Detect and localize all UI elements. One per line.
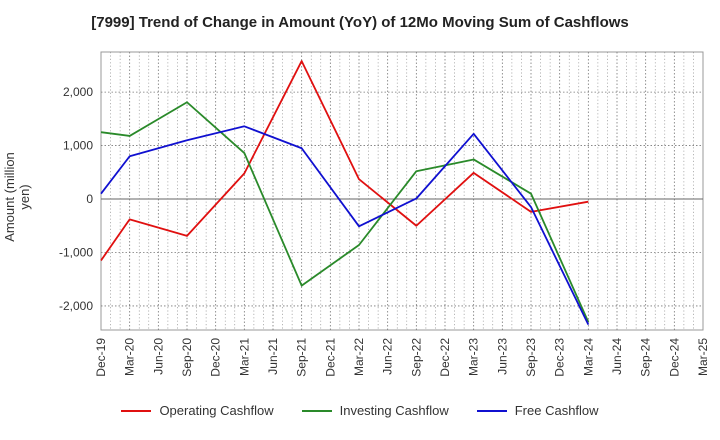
y-tick-label: -1,000 [59, 245, 93, 259]
x-tick-label: Dec-22 [438, 338, 452, 377]
x-tick-label: Sep-22 [409, 338, 423, 377]
legend-swatch [121, 409, 152, 412]
x-tick-label: Mar-25 [696, 338, 710, 376]
x-tick-label: Sep-24 [639, 338, 653, 377]
x-tick-label: Jun-20 [151, 338, 165, 375]
y-tick-label: 0 [86, 192, 93, 206]
x-tick-label: Mar-24 [581, 338, 595, 376]
legend-label: Investing Cashflow [339, 403, 449, 418]
y-tick-label: 2,000 [63, 85, 93, 99]
legend-item: Free Cashflow [476, 403, 599, 418]
y-tick-label: -2,000 [59, 299, 93, 313]
x-tick-label: Dec-19 [94, 338, 108, 377]
chart-title: [7999] Trend of Change in Amount (YoY) o… [91, 14, 629, 31]
legend-item: Investing Cashflow [301, 403, 449, 418]
legend-label: Operating Cashflow [159, 403, 274, 418]
x-tick-label: Dec-20 [209, 338, 223, 377]
x-tick-label: Dec-23 [553, 338, 567, 377]
x-tick-label: Mar-20 [123, 338, 137, 376]
legend: Operating Cashflow Investing Cashflow Free… [0, 403, 720, 418]
x-tick-label: Sep-21 [295, 338, 309, 377]
x-tick-label: Sep-20 [180, 338, 194, 377]
x-tick-label: Mar-22 [352, 338, 366, 376]
legend-item: Operating Cashflow [121, 403, 274, 418]
plot-frame [100, 51, 704, 331]
y-tick-label: 1,000 [63, 139, 93, 153]
x-tick-label: Dec-24 [667, 338, 681, 377]
x-tick-label: Mar-21 [237, 338, 251, 376]
x-tick-label: Jun-21 [266, 338, 280, 375]
series-line-free-cashflow [100, 125, 590, 326]
legend-swatch [476, 409, 507, 412]
x-tick-label: Dec-21 [323, 338, 337, 377]
legend-label: Free Cashflow [514, 403, 599, 418]
x-tick-label: Jun-24 [610, 338, 624, 375]
series-line-operating-cashflow [100, 60, 589, 262]
x-tick-label: Mar-23 [467, 338, 481, 376]
x-tick-label: Sep-23 [524, 338, 538, 377]
legend-swatch [301, 409, 332, 412]
x-tick-label: Jun-22 [381, 338, 395, 375]
series-line-investing-cashflow [100, 101, 590, 323]
x-tick-label: Jun-23 [495, 338, 509, 375]
